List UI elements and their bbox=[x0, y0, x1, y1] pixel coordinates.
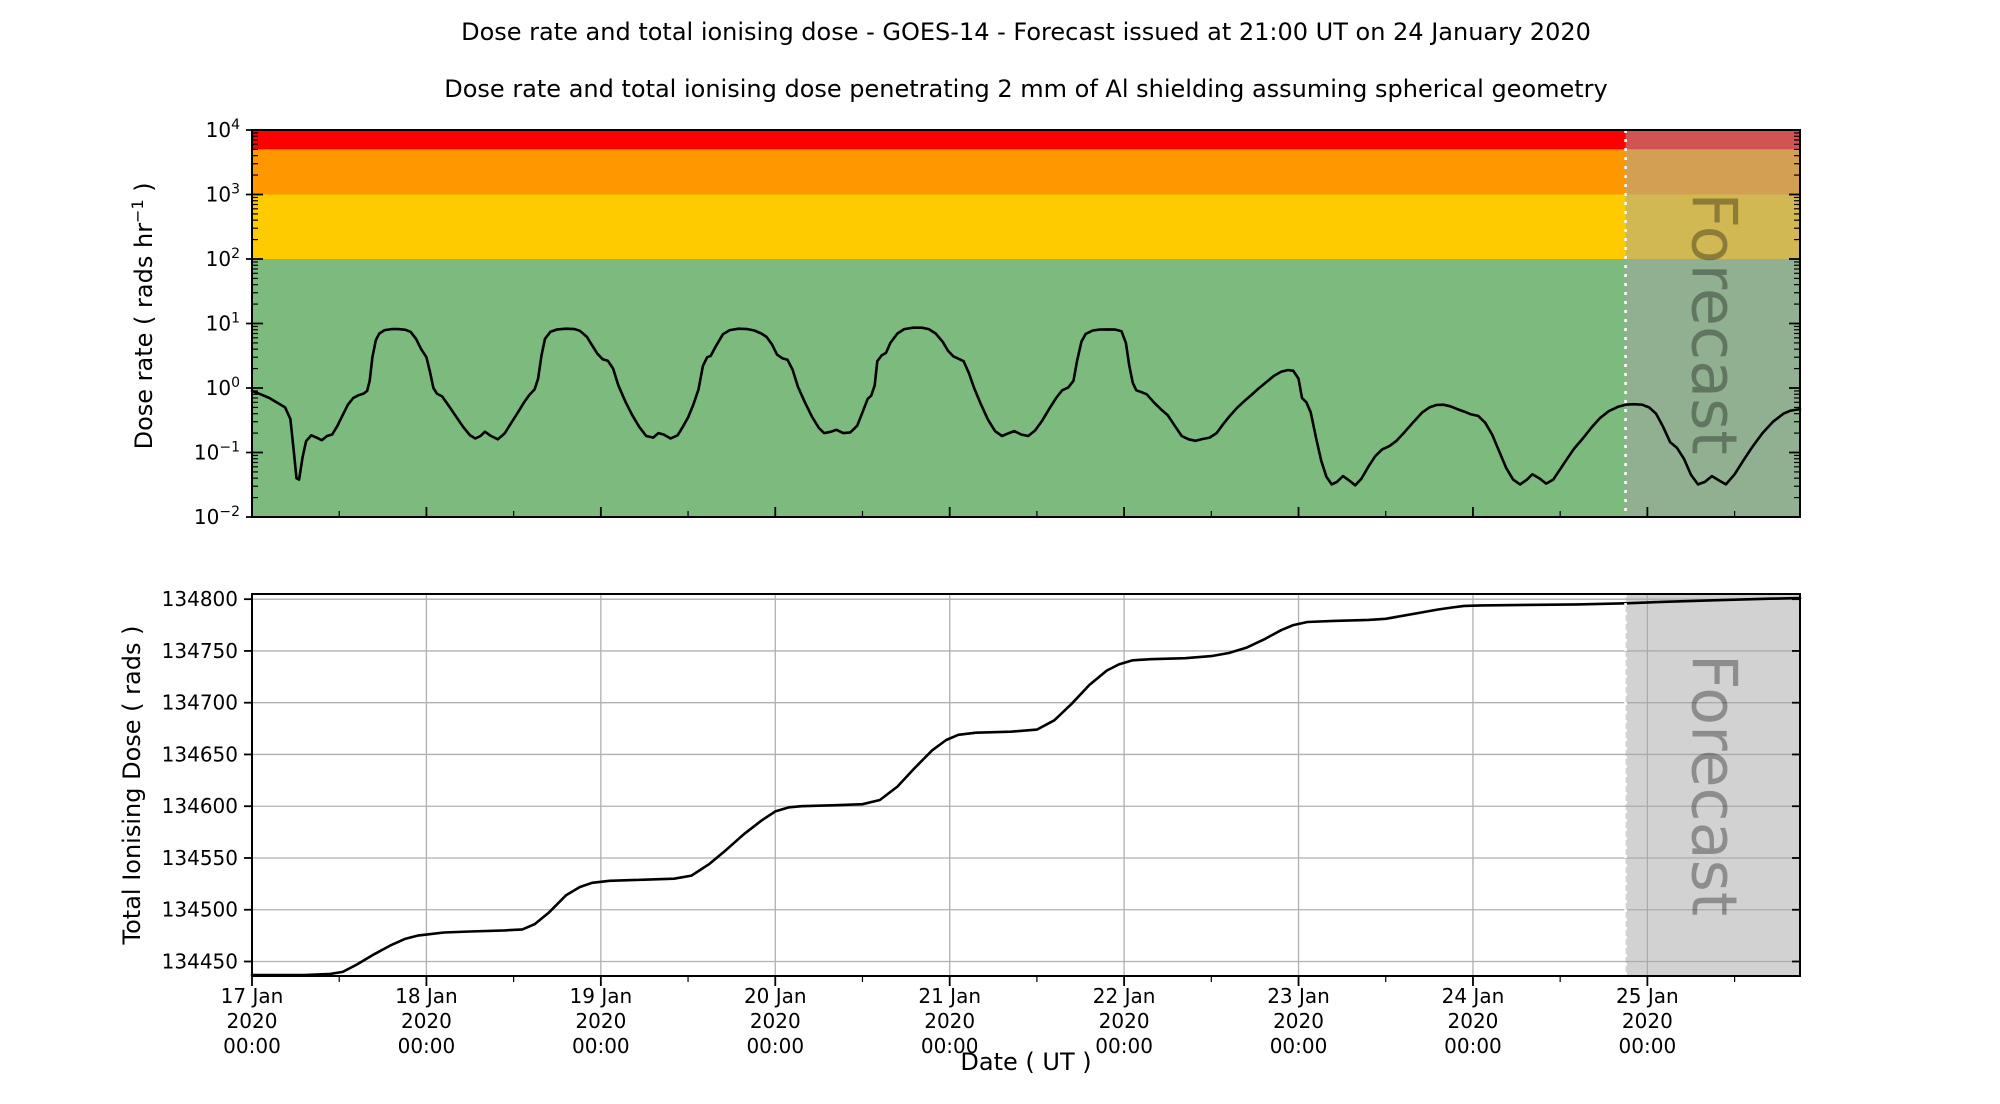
bottom-y-tick-label: 134450 bbox=[162, 950, 238, 974]
top-y-tick-label: 10−2 bbox=[194, 504, 240, 529]
x-tick-label: 2020 bbox=[1448, 1009, 1499, 1033]
top-y-tick-label: 10−1 bbox=[194, 440, 240, 465]
page-title: Dose rate and total ionising dose - GOES… bbox=[461, 18, 1591, 46]
x-tick-label: 2020 bbox=[575, 1009, 626, 1033]
x-tick-label: 2020 bbox=[1273, 1009, 1324, 1033]
x-tick-label: 00:00 bbox=[1270, 1034, 1328, 1058]
x-tick-label: 2020 bbox=[924, 1009, 975, 1033]
x-tick-label: 22 Jan bbox=[1093, 984, 1156, 1008]
x-tick-label: 00:00 bbox=[398, 1034, 456, 1058]
x-tick-label: 00:00 bbox=[921, 1034, 979, 1058]
x-tick-label: 24 Jan bbox=[1442, 984, 1505, 1008]
x-tick-label: 00:00 bbox=[572, 1034, 630, 1058]
total-dose-line bbox=[250, 596, 1802, 977]
top-y-tick-label: 103 bbox=[206, 182, 240, 207]
dose-rate-plot: 104 103 102 101 100 10−1 10−2 bbox=[194, 117, 1802, 529]
top-y-tick-label: 104 bbox=[206, 117, 240, 142]
forecast-region-top bbox=[1625, 130, 1800, 517]
x-tick-label: 2020 bbox=[1622, 1009, 1673, 1033]
forecast-watermark-top: Forecast bbox=[1678, 192, 1751, 454]
alert-band-red bbox=[252, 130, 1800, 150]
bottom-y-tick-label: 134500 bbox=[162, 898, 238, 922]
bottom-y-tick-label: 134600 bbox=[162, 794, 238, 818]
top-y-tick-label: 100 bbox=[206, 375, 240, 400]
top-y-tick-label: 101 bbox=[206, 311, 240, 336]
x-axis-label: Date ( UT ) bbox=[960, 1048, 1091, 1076]
x-tick-label: 23 Jan bbox=[1267, 984, 1330, 1008]
x-tick-label: 00:00 bbox=[1444, 1034, 1502, 1058]
bottom-y-axis-label: Total Ionising Dose ( rads ) bbox=[118, 626, 146, 946]
x-tick-label: 00:00 bbox=[746, 1034, 804, 1058]
x-tick-label: 00:00 bbox=[1095, 1034, 1153, 1058]
bottom-y-tick-label: 134650 bbox=[162, 742, 238, 766]
alert-band-yellow bbox=[252, 194, 1800, 259]
bottom-y-tick-label: 134700 bbox=[162, 691, 238, 715]
bottom-y-tick-label: 134800 bbox=[162, 587, 238, 611]
bottom-y-tick-label: 134550 bbox=[162, 846, 238, 870]
x-tick-label: 19 Jan bbox=[570, 984, 633, 1008]
x-tick-label: 2020 bbox=[227, 1009, 278, 1033]
forecast-watermark-bottom: Forecast bbox=[1678, 654, 1751, 916]
x-tick-label: 25 Jan bbox=[1616, 984, 1679, 1008]
page-subtitle: Dose rate and total ionising dose penetr… bbox=[444, 75, 1608, 103]
x-tick-label: 00:00 bbox=[223, 1034, 281, 1058]
forecast-region-bottom bbox=[1625, 594, 1800, 976]
x-tick-label: 2020 bbox=[750, 1009, 801, 1033]
alert-band-orange bbox=[252, 149, 1800, 195]
x-tick-label: 17 Jan bbox=[221, 984, 284, 1008]
top-y-tick-label: 102 bbox=[206, 246, 240, 271]
alert-band-green bbox=[252, 259, 1800, 517]
bottom-y-tick-label: 134750 bbox=[162, 639, 238, 663]
x-tick-label: 00:00 bbox=[1619, 1034, 1677, 1058]
top-y-axis-label: Dose rate ( rads hr−1 ) bbox=[128, 144, 158, 503]
x-tick-label: 21 Jan bbox=[918, 984, 981, 1008]
top-plot-frame bbox=[251, 129, 1801, 518]
total-dose-plot: 134450 134500 134550 134600 134650 134700 1347… bbox=[162, 587, 1802, 1058]
x-tick-label: 18 Jan bbox=[395, 984, 458, 1008]
x-tick-label: 20 Jan bbox=[744, 984, 807, 1008]
dose-rate-line bbox=[250, 326, 1802, 487]
bottom-plot-frame bbox=[251, 593, 1801, 977]
x-tick-label: 2020 bbox=[401, 1009, 452, 1033]
x-tick-label: 2020 bbox=[1099, 1009, 1150, 1033]
